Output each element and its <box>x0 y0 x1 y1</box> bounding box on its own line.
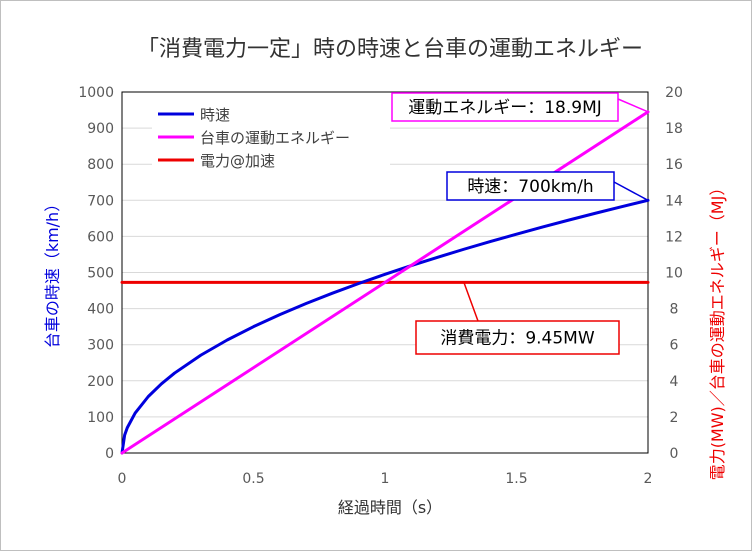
energy-callout-leader <box>617 98 649 113</box>
y-right-tick-label: 16 <box>665 157 683 173</box>
y-left-ticks: 0 100 200 300 400 500 600 700 800 900 1000 <box>78 85 114 462</box>
y-left-tick-label: 800 <box>87 157 114 173</box>
y-left-tick-label: 400 <box>87 302 114 318</box>
y-left-tick-label: 1000 <box>78 85 114 101</box>
speed-callout-leader <box>613 181 649 201</box>
y-left-tick-label: 100 <box>87 410 114 426</box>
y-right-tick-label: 2 <box>670 410 679 426</box>
series-line-1 <box>120 110 650 455</box>
plot-area <box>121 91 649 454</box>
speed-callout-text: 時速：700km/h <box>467 177 593 197</box>
x-tick-label: 1.5 <box>505 471 527 487</box>
x-tick-label: 0 <box>118 471 127 487</box>
series-group <box>120 110 650 455</box>
y-left-tick-label: 600 <box>87 229 114 245</box>
energy-callout-text: 運動エネルギー：18.9MJ <box>408 98 602 118</box>
y-right-tick-label: 12 <box>665 229 683 245</box>
x-tick-label: 0.5 <box>242 471 264 487</box>
y-left-tick-label: 300 <box>87 338 114 354</box>
callouts: 運動エネルギー：18.9MJ 時速：700km/h 消費電力：9.45MW <box>391 92 649 355</box>
y-right-tick-label: 10 <box>665 266 683 282</box>
series-line-0 <box>120 198 650 455</box>
power-callout-text: 消費電力：9.45MW <box>440 329 595 349</box>
y-left-tick-label: 200 <box>87 374 114 390</box>
x-ticks: 0 0.5 1 1.5 2 <box>118 471 653 487</box>
chart-title: 「消費電力一定」時の時速と台車の運動エネルギー <box>137 37 643 62</box>
x-axis-label: 経過時間（s） <box>338 498 442 517</box>
y-left-tick-label: 700 <box>87 193 114 209</box>
speed-callout-box <box>446 171 615 201</box>
y-right-axis-label: 電力(MW)／台車の運動エネルギー（MJ） <box>708 180 727 481</box>
y-right-tick-label: 0 <box>670 446 679 462</box>
x-tick-label: 2 <box>644 471 653 487</box>
y-left-tick-label: 500 <box>87 266 114 282</box>
x-tick-label: 1 <box>381 471 390 487</box>
y-left-axis-label: 台車の時速（km/h） <box>43 196 62 348</box>
power-callout-box <box>415 320 620 355</box>
y-right-tick-label: 4 <box>670 374 679 390</box>
legend-label-2: 電力@加速 <box>200 152 275 170</box>
y-left-tick-label: 0 <box>105 446 114 462</box>
y-right-tick-label: 8 <box>670 302 679 318</box>
y-right-tick-label: 18 <box>665 121 683 137</box>
legend-label-1: 台車の運動エネルギー <box>200 129 350 147</box>
y-right-ticks: 0 2 4 6 8 10 12 14 16 18 20 <box>665 85 683 462</box>
power-callout-leader <box>463 282 479 322</box>
y-right-tick-label: 20 <box>665 85 683 101</box>
energy-callout-box <box>391 92 619 122</box>
y-right-tick-label: 14 <box>665 193 683 209</box>
y-left-tick-label: 900 <box>87 121 114 137</box>
legend-label-0: 時速 <box>200 106 230 124</box>
y-right-tick-label: 6 <box>670 338 679 354</box>
